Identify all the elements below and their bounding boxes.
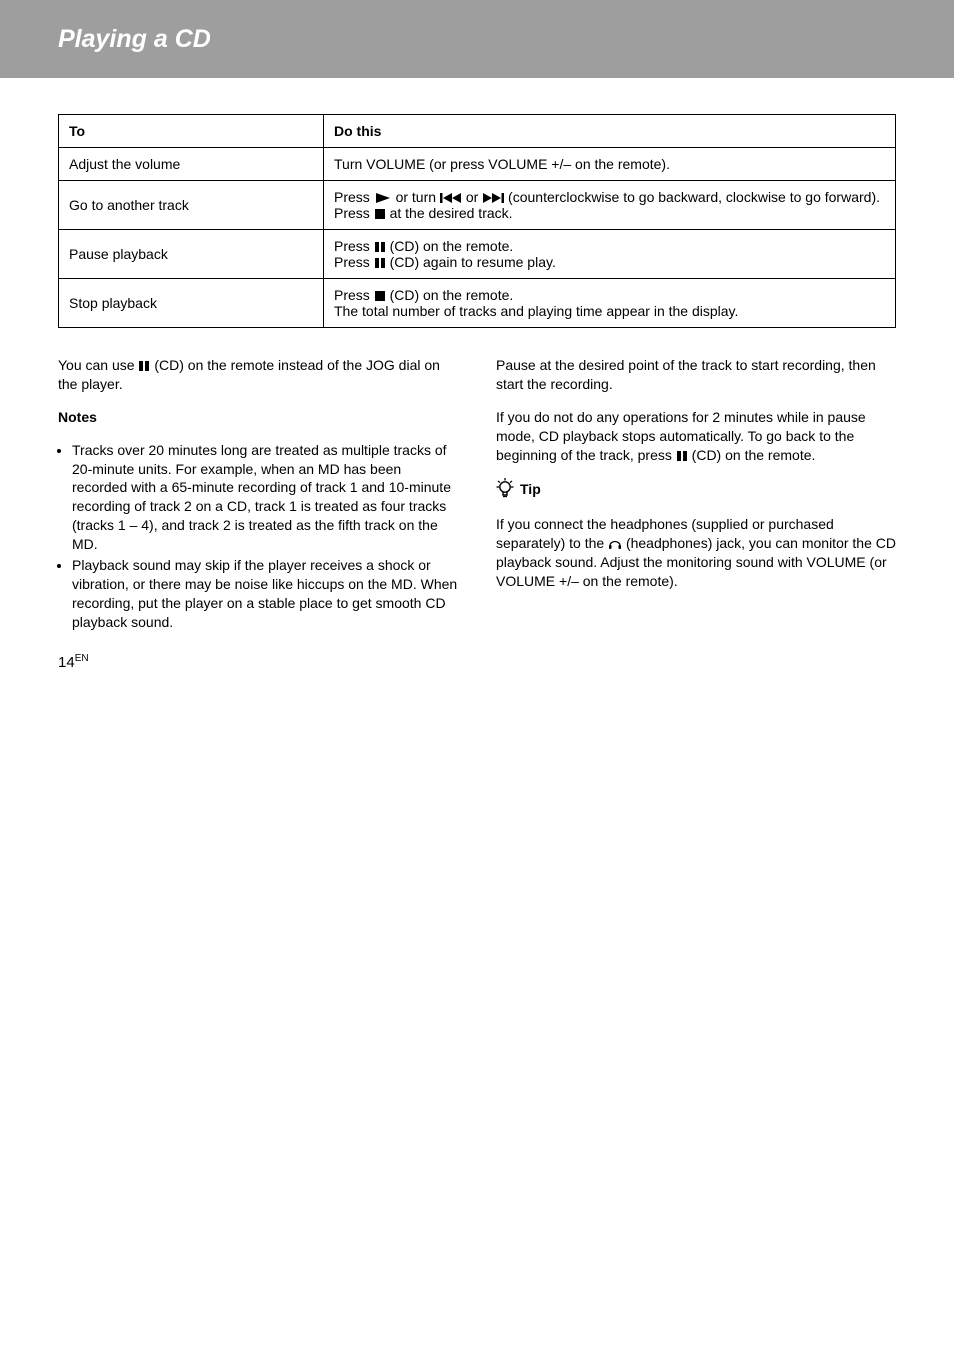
table-row: Adjust the volumeTurn VOLUME (or press V… xyxy=(59,148,896,181)
lightbulb-icon xyxy=(496,478,514,498)
note-item: Tracks over 20 minutes long are treated … xyxy=(72,441,458,554)
table-header-row: To Do this xyxy=(59,115,896,148)
do-cell: Turn VOLUME (or press VOLUME +/– on the … xyxy=(324,148,896,181)
prev-track-icon xyxy=(440,192,462,204)
play-icon xyxy=(374,192,392,204)
notes-heading: Notes xyxy=(58,408,458,427)
stop-icon xyxy=(374,208,386,220)
tip-title: Tip xyxy=(520,480,541,499)
operations-table: To Do this Adjust the volumeTurn VOLUME … xyxy=(58,114,896,328)
stop-icon xyxy=(374,290,386,302)
tip-text: If you connect the headphones (supplied … xyxy=(496,515,896,591)
action-cell: Stop playback xyxy=(59,279,324,328)
header-bar: Playing a CD xyxy=(0,0,954,78)
next-track-icon xyxy=(482,192,504,204)
do-cell: Press or turn or (counterclockwise to go… xyxy=(324,181,896,230)
headphones-icon xyxy=(608,536,622,550)
notes-list: Tracks over 20 minutes long are treated … xyxy=(58,441,458,632)
table-row: Stop playbackPress (CD) on the remote.Th… xyxy=(59,279,896,328)
left-para-1: You can use (CD) on the remote instead o… xyxy=(58,356,458,394)
table-row: Pause playbackPress (CD) on the remote.P… xyxy=(59,230,896,279)
note-item: Playback sound may skip if the player re… xyxy=(72,556,458,632)
page-number: 14EN xyxy=(58,652,458,673)
col-header-do: Do this xyxy=(324,115,896,148)
pause-icon xyxy=(374,241,386,253)
col-header-to: To xyxy=(59,115,324,148)
right-column: Pause at the desired point of the track … xyxy=(496,356,896,673)
pause-icon xyxy=(676,450,688,462)
text: (CD) on the remote. xyxy=(688,447,816,463)
pause-icon xyxy=(374,257,386,269)
left-column: You can use (CD) on the remote instead o… xyxy=(58,356,458,673)
right-para-2: If you do not do any operations for 2 mi… xyxy=(496,408,896,465)
tip-heading: Tip xyxy=(496,478,896,501)
do-cell: Press (CD) on the remote.The total numbe… xyxy=(324,279,896,328)
action-cell: Go to another track xyxy=(59,181,324,230)
do-cell: Press (CD) on the remote.Press (CD) agai… xyxy=(324,230,896,279)
action-cell: Adjust the volume xyxy=(59,148,324,181)
text: You can use xyxy=(58,357,138,373)
table-row: Go to another trackPress or turn or (cou… xyxy=(59,181,896,230)
right-para-1: Pause at the desired point of the track … xyxy=(496,356,896,394)
page-content: To Do this Adjust the volumeTurn VOLUME … xyxy=(0,78,954,713)
action-cell: Pause playback xyxy=(59,230,324,279)
two-column-text: You can use (CD) on the remote instead o… xyxy=(58,356,896,673)
page-number-suffix: EN xyxy=(75,653,89,664)
page-title: Playing a CD xyxy=(58,25,211,54)
pause-icon xyxy=(138,360,150,372)
page-number-value: 14 xyxy=(58,654,75,671)
